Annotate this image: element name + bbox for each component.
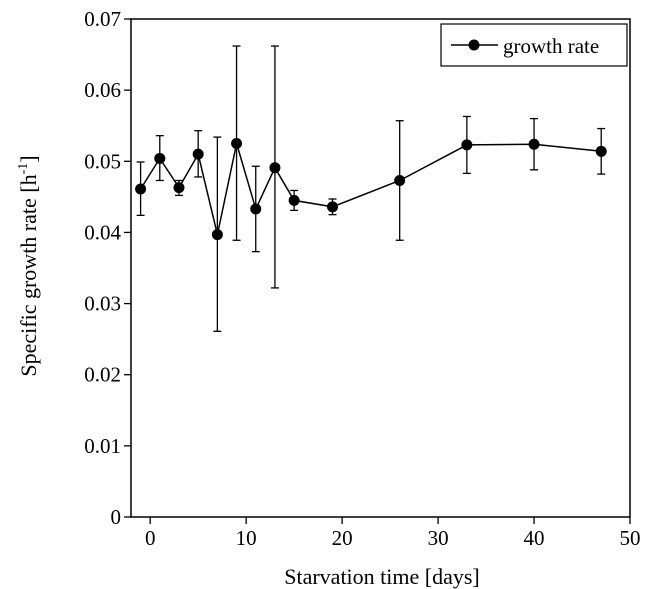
plot-frame: [130, 18, 631, 518]
y-tick-label: 0.04: [84, 220, 121, 244]
x-tick-label: 10: [236, 526, 257, 550]
y-tick-label: 0.03: [84, 292, 121, 316]
x-tick-label: 20: [332, 526, 353, 550]
data-point: [394, 174, 406, 186]
data-point: [461, 139, 473, 151]
y-axis-label-close: ]: [16, 155, 41, 162]
plot-area: 0 10 20 30 40 50 0 0.01 0.02 0.03 0.04 0.05 0.06 0.07…: [84, 7, 640, 550]
data-point: [269, 162, 281, 174]
series-line: [139, 143, 602, 235]
data-point: [135, 183, 147, 195]
data-point: [595, 145, 607, 157]
y-axis-label: Specific growth rate [h-1]: [16, 155, 41, 376]
legend-marker: [468, 39, 480, 51]
data-point: [288, 194, 300, 206]
y-tick-label: 0.05: [84, 149, 121, 173]
data-point: [173, 182, 185, 194]
data-point: [154, 152, 166, 164]
x-tick-label: 40: [524, 526, 545, 550]
y-axis-label-superscript: -1: [16, 163, 31, 175]
x-tick-label: 30: [428, 526, 449, 550]
y-tick-label: 0: [111, 505, 122, 529]
data-point: [231, 138, 243, 149]
data-point: [250, 203, 262, 215]
legend: growth rate: [440, 23, 628, 67]
y-tick-label: 0.06: [84, 78, 121, 102]
x-tick-label: 0: [145, 526, 156, 550]
y-tick-label: 0.01: [84, 434, 121, 458]
data-point: [528, 138, 540, 150]
y-axis-label-main: Specific growth rate [h: [16, 174, 41, 376]
legend-label: growth rate: [503, 34, 599, 58]
x-axis-label: Starvation time [days]: [284, 564, 480, 589]
x-tick-label: 50: [620, 526, 641, 550]
data-point: [327, 201, 339, 213]
y-tick-label: 0.07: [84, 7, 121, 31]
y-tick-label: 0.02: [84, 363, 121, 387]
data-point: [211, 229, 223, 241]
series-growth-rate: [135, 45, 607, 332]
data-point: [192, 148, 204, 160]
